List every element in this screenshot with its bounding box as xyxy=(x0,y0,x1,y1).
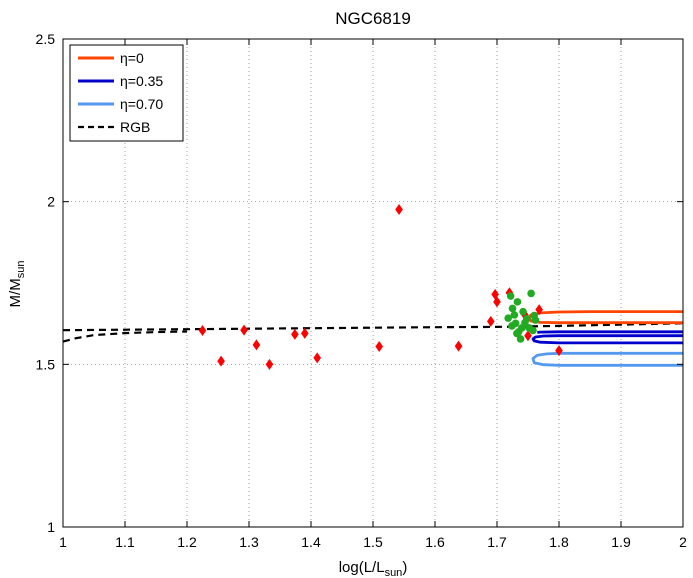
red-star-point xyxy=(487,315,495,327)
clump-star-point xyxy=(513,298,522,306)
clump-star-point xyxy=(506,292,515,300)
legend-label: RGB xyxy=(120,119,150,135)
red-star-point xyxy=(535,304,543,316)
red-star-point xyxy=(265,358,274,370)
legend-label: η=0.70 xyxy=(120,96,163,112)
x-tick-label: 1.1 xyxy=(115,534,135,550)
clump-star-point xyxy=(510,311,519,319)
y-axis-label: M/Msun xyxy=(7,261,27,308)
red-star-point xyxy=(493,296,501,308)
legend-label: η=0 xyxy=(120,50,144,66)
x-axis-label-sub: sun xyxy=(385,567,403,578)
legend-label: η=0.35 xyxy=(120,73,163,89)
clump-star-point xyxy=(529,326,537,335)
y-tick-label: 1 xyxy=(47,519,55,535)
clump-star-point xyxy=(513,329,521,338)
series-line xyxy=(527,310,683,325)
x-tick-label: 1.6 xyxy=(425,534,445,550)
red-star-point xyxy=(301,327,309,339)
red-star-point xyxy=(252,339,261,351)
x-tick-label: 1.4 xyxy=(301,534,321,550)
series-line xyxy=(62,330,188,343)
y-tick-label: 1.5 xyxy=(36,356,56,372)
x-tick-label: 1.7 xyxy=(487,534,507,550)
clump-star-point xyxy=(508,322,516,330)
red-star-point xyxy=(555,345,563,357)
x-axis-label-end: ) xyxy=(402,559,407,576)
red-star-point xyxy=(291,328,299,340)
x-axis-label-base: log(L/L xyxy=(339,559,385,576)
clump-star-point xyxy=(516,335,525,343)
clump-star-point xyxy=(519,307,527,316)
x-tick-label: 2 xyxy=(679,534,687,550)
red-star-point xyxy=(524,330,532,342)
y-tick-label: 2 xyxy=(47,194,55,210)
y-axis-label-base: M/M xyxy=(7,278,24,307)
plot-markers xyxy=(198,203,563,370)
x-tick-label: 1 xyxy=(59,534,67,550)
plot-series xyxy=(62,310,684,367)
red-star-point xyxy=(313,352,321,364)
red-star-point xyxy=(454,340,463,352)
legend: η=0 η=0.35 η=0.70 RGB xyxy=(69,44,184,142)
red-star-point xyxy=(217,355,225,367)
red-star-point xyxy=(375,340,383,352)
axis-ticks: 1 1.1 1.2 1.3 1.4 1.5 1.6 1.7 1.8 1.9 2 1 1.5 2 2.5 xyxy=(36,31,688,550)
red-star-point xyxy=(240,324,248,336)
legend-box xyxy=(69,44,184,142)
clump-star-point xyxy=(504,314,512,322)
clump-star-point xyxy=(527,289,535,298)
series-line xyxy=(531,334,683,345)
x-tick-label: 1.5 xyxy=(363,534,383,550)
x-tick-label: 1.8 xyxy=(549,534,569,550)
chart-title: NGC6819 xyxy=(335,9,411,28)
series-line xyxy=(537,330,683,334)
x-axis-label: log(L/Lsun) xyxy=(339,559,408,578)
clump-star-point xyxy=(531,316,540,324)
red-star-point xyxy=(198,324,207,336)
clump-star-point xyxy=(522,314,531,323)
x-tick-label: 1.9 xyxy=(611,534,631,550)
x-tick-label: 1.3 xyxy=(239,534,259,550)
series-line xyxy=(62,322,684,332)
series-line xyxy=(531,351,683,367)
red-star-point xyxy=(395,203,403,215)
x-tick-label: 1.2 xyxy=(177,534,197,550)
y-axis-label-sub: sun xyxy=(15,261,27,279)
clump-star-point xyxy=(508,304,517,313)
y-tick-label: 2.5 xyxy=(36,31,56,47)
